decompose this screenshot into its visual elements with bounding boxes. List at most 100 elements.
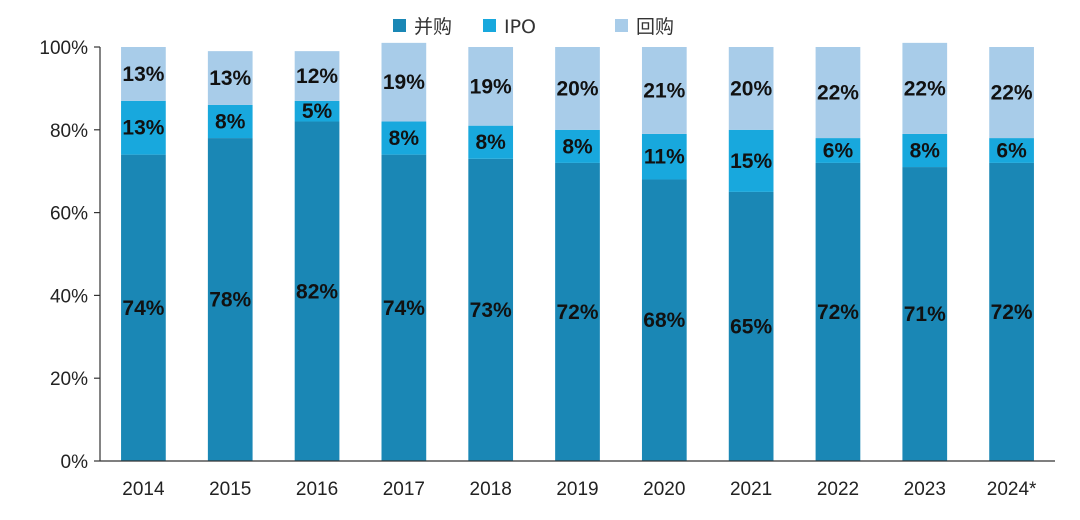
bars: 74% 13% 13% 78% 8% 13% 82% 5% 12% 74% 8% 19% 73% 8% 19… [121, 42, 1034, 462]
bar-segment-3-2018 [468, 47, 514, 126]
data-label: 20% [556, 77, 598, 100]
data-label: 20% [730, 77, 772, 100]
legend-label: 并购 [414, 16, 452, 38]
data-label: 6% [996, 140, 1027, 163]
bar-group-2020: 68% 11% 21% [641, 47, 687, 462]
bar-segment-1-2019 [555, 162, 600, 462]
bar-segment-1-2014 [121, 154, 166, 461]
bar-segment-3-2019 [555, 47, 600, 130]
data-label: 8% [389, 127, 420, 150]
bar-segment-1-2024* [989, 162, 1034, 462]
bar-segment-2-2015 [207, 104, 253, 139]
y-tick-label: 40% [50, 286, 88, 307]
legend-swatch [483, 19, 496, 32]
data-label: 5% [302, 100, 333, 123]
bar-group-2023: 71% 8% 22% [902, 42, 948, 461]
data-label: 74% [383, 297, 425, 320]
data-label: 72% [991, 301, 1033, 324]
bar-segment-1-2016 [294, 121, 340, 462]
bar-segment-3-2023 [902, 42, 948, 134]
x-tick-label: 2019 [556, 479, 598, 500]
bar-segment-1-2018 [468, 158, 514, 461]
bar-segment-2-2021 [728, 129, 774, 192]
data-label: 22% [817, 82, 859, 105]
bar-segment-3-2024* [989, 47, 1034, 139]
x-tick-label: 2016 [296, 479, 338, 500]
data-label: 82% [296, 280, 338, 303]
legend-swatch [393, 19, 406, 32]
data-label: 15% [730, 150, 772, 173]
data-label: 72% [817, 301, 859, 324]
bar-group-2022: 72% 6% 22% [815, 47, 861, 462]
y-tick-label: 20% [50, 369, 88, 390]
bar-segment-2-2017 [381, 121, 427, 155]
bar-segment-2-2020 [641, 133, 687, 180]
y-tick-label: 0% [61, 452, 89, 473]
x-tick-label: 2015 [209, 479, 251, 500]
bar-segment-2-2014 [121, 100, 166, 155]
bar-group-2024*: 72% 6% 22% [989, 47, 1034, 462]
bar-group-2014: 74% 13% 13% [121, 47, 166, 461]
legend-item-2: IPO [483, 16, 536, 38]
data-label: 68% [643, 309, 685, 332]
data-label: 6% [823, 140, 854, 163]
data-label: 21% [643, 79, 685, 102]
legend-swatch [615, 19, 628, 32]
data-label: 8% [910, 140, 941, 163]
legend-item-1: 并购 [393, 16, 452, 38]
y-axis: 0% 20% 40% 60% 80% 100% [39, 38, 101, 473]
data-label: 19% [470, 75, 512, 98]
bar-segment-2-2023 [902, 133, 948, 168]
data-label: 19% [383, 71, 425, 94]
legend-label: IPO [504, 16, 536, 38]
y-tick-label: 80% [50, 121, 88, 142]
bar-segment-2-2022 [815, 138, 861, 163]
bar-segment-1-2017 [381, 154, 427, 461]
bar-group-2017: 74% 8% 19% [381, 42, 427, 461]
bar-segment-1-2015 [207, 138, 253, 461]
data-label: 71% [904, 303, 946, 326]
x-tick-label: 2014 [122, 479, 165, 500]
data-label: 22% [991, 82, 1033, 105]
bar-segment-3-2020 [641, 47, 687, 134]
bar-group-2016: 82% 5% 12% [294, 51, 340, 462]
bar-segment-3-2014 [121, 47, 166, 101]
bar-segment-3-2022 [815, 47, 861, 139]
legend: 并购 IPO 回购 [393, 16, 674, 38]
bar-segment-1-2020 [641, 179, 687, 462]
x-tick-label: 2021 [730, 479, 772, 500]
bar-segment-3-2015 [207, 51, 253, 105]
bar-segment-1-2022 [815, 162, 861, 462]
bar-segment-2-2018 [468, 125, 514, 159]
bar-segment-2-2016 [294, 100, 340, 122]
data-label: 13% [209, 67, 251, 90]
x-tick-label: 2022 [817, 479, 859, 500]
data-label: 11% [644, 146, 685, 169]
y-tick-label: 60% [50, 204, 88, 225]
bar-group-2019: 72% 8% 20% [555, 47, 600, 462]
x-tick-label: 2023 [904, 479, 946, 500]
bar-segment-2-2024* [989, 138, 1034, 163]
bar-group-2018: 73% 8% 19% [468, 47, 514, 461]
bar-segment-2-2019 [555, 129, 600, 163]
data-label: 12% [296, 65, 338, 88]
bar-segment-3-2017 [381, 42, 427, 122]
legend-item-3: 回购 [615, 16, 674, 38]
legend-label: 回购 [636, 16, 674, 38]
bar-segment-3-2021 [728, 47, 774, 130]
x-axis: 2014 2015 2016 2017 2018 2019 2020 2021 2022 2023… [100, 460, 1055, 500]
x-tick-label: 2017 [383, 479, 425, 500]
data-label: 8% [215, 111, 246, 134]
x-tick-label: 2020 [643, 479, 685, 500]
y-tick-label: 100% [39, 38, 88, 59]
data-label: 8% [562, 135, 593, 158]
data-label: 73% [470, 299, 512, 322]
data-label: 74% [122, 297, 164, 320]
data-label: 72% [556, 301, 598, 324]
bar-segment-1-2021 [728, 191, 774, 461]
bar-group-2021: 65% 15% 20% [728, 47, 774, 461]
bar-group-2015: 78% 8% 13% [207, 51, 253, 461]
data-label: 65% [730, 315, 772, 338]
data-label: 8% [476, 131, 507, 154]
